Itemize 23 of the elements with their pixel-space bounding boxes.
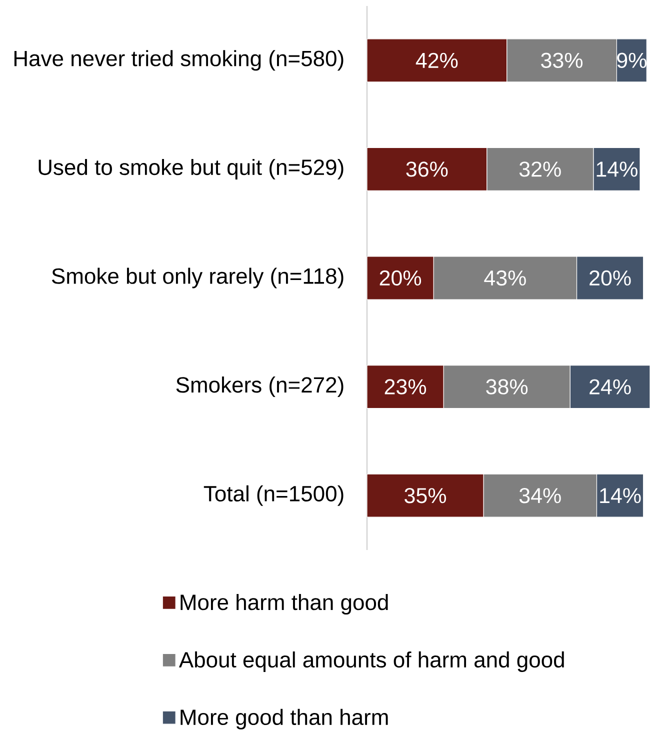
data-label: 23%	[384, 379, 426, 394]
legend-label: More good than harm	[180, 708, 388, 730]
y-tick-label: Smoke but only rarely (n=118)	[52, 268, 344, 288]
data-label: 32%	[519, 162, 561, 177]
y-tick-label: Have never tried smoking (n=580)	[14, 50, 344, 71]
legend-label: More harm than good	[180, 594, 388, 615]
data-label: 14%	[596, 162, 638, 177]
data-label: 35%	[404, 488, 446, 504]
data-label: 20%	[380, 270, 422, 286]
data-label: 38%	[486, 379, 528, 394]
y-tick-label: Total (n=1500)	[204, 485, 344, 506]
data-label: 42%	[416, 52, 458, 68]
data-label: 14%	[600, 488, 641, 504]
y-tick-label: Smokers (n=272)	[176, 376, 344, 398]
data-label: 36%	[406, 162, 448, 177]
data-label: 43%	[484, 270, 526, 286]
data-label: 34%	[519, 488, 561, 504]
data-label: 20%	[590, 270, 631, 286]
data-label: 33%	[541, 52, 583, 68]
data-label: 24%	[590, 379, 631, 394]
y-tick-label: Used to smoke but quit (n=529)	[38, 158, 344, 180]
data-label: 9%	[617, 52, 646, 68]
legend-label: About equal amounts of harm and good	[178, 651, 564, 672]
